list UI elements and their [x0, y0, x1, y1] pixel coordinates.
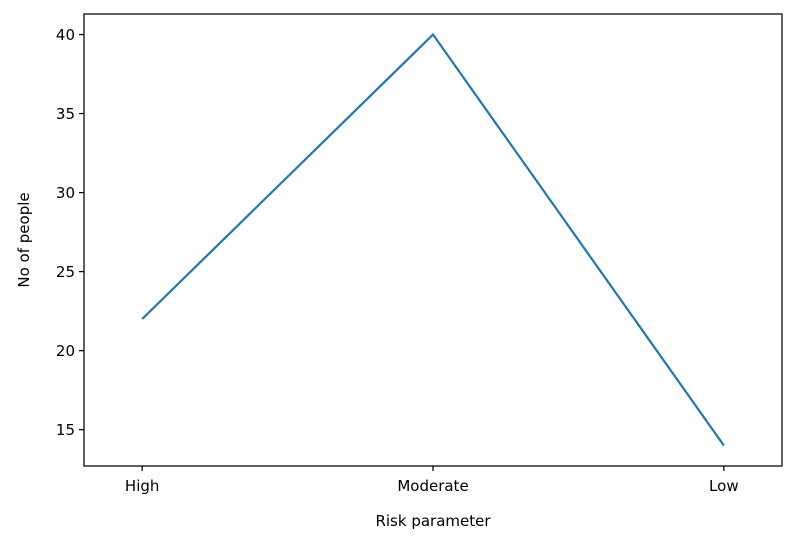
plot-frame — [83, 13, 783, 467]
y-tick-label: 30 — [56, 184, 75, 202]
x-tick-label: High — [125, 477, 159, 495]
y-tick-label: 15 — [56, 421, 75, 439]
series-line — [141, 32, 725, 447]
y-axis-label: No of people — [15, 192, 33, 287]
x-axis-label: Risk parameter — [375, 512, 491, 530]
x-tick-label: Low — [709, 477, 739, 495]
y-tick-label: 25 — [56, 263, 75, 281]
y-tick-label: 20 — [56, 342, 75, 360]
series-layer — [141, 32, 725, 447]
y-axis: 15 20 25 30 35 40 — [56, 26, 84, 439]
y-tick-label: 40 — [56, 26, 75, 44]
x-tick-label: Moderate — [397, 477, 468, 495]
x-axis: High Moderate Low — [125, 466, 739, 495]
y-tick-label: 35 — [56, 105, 75, 123]
